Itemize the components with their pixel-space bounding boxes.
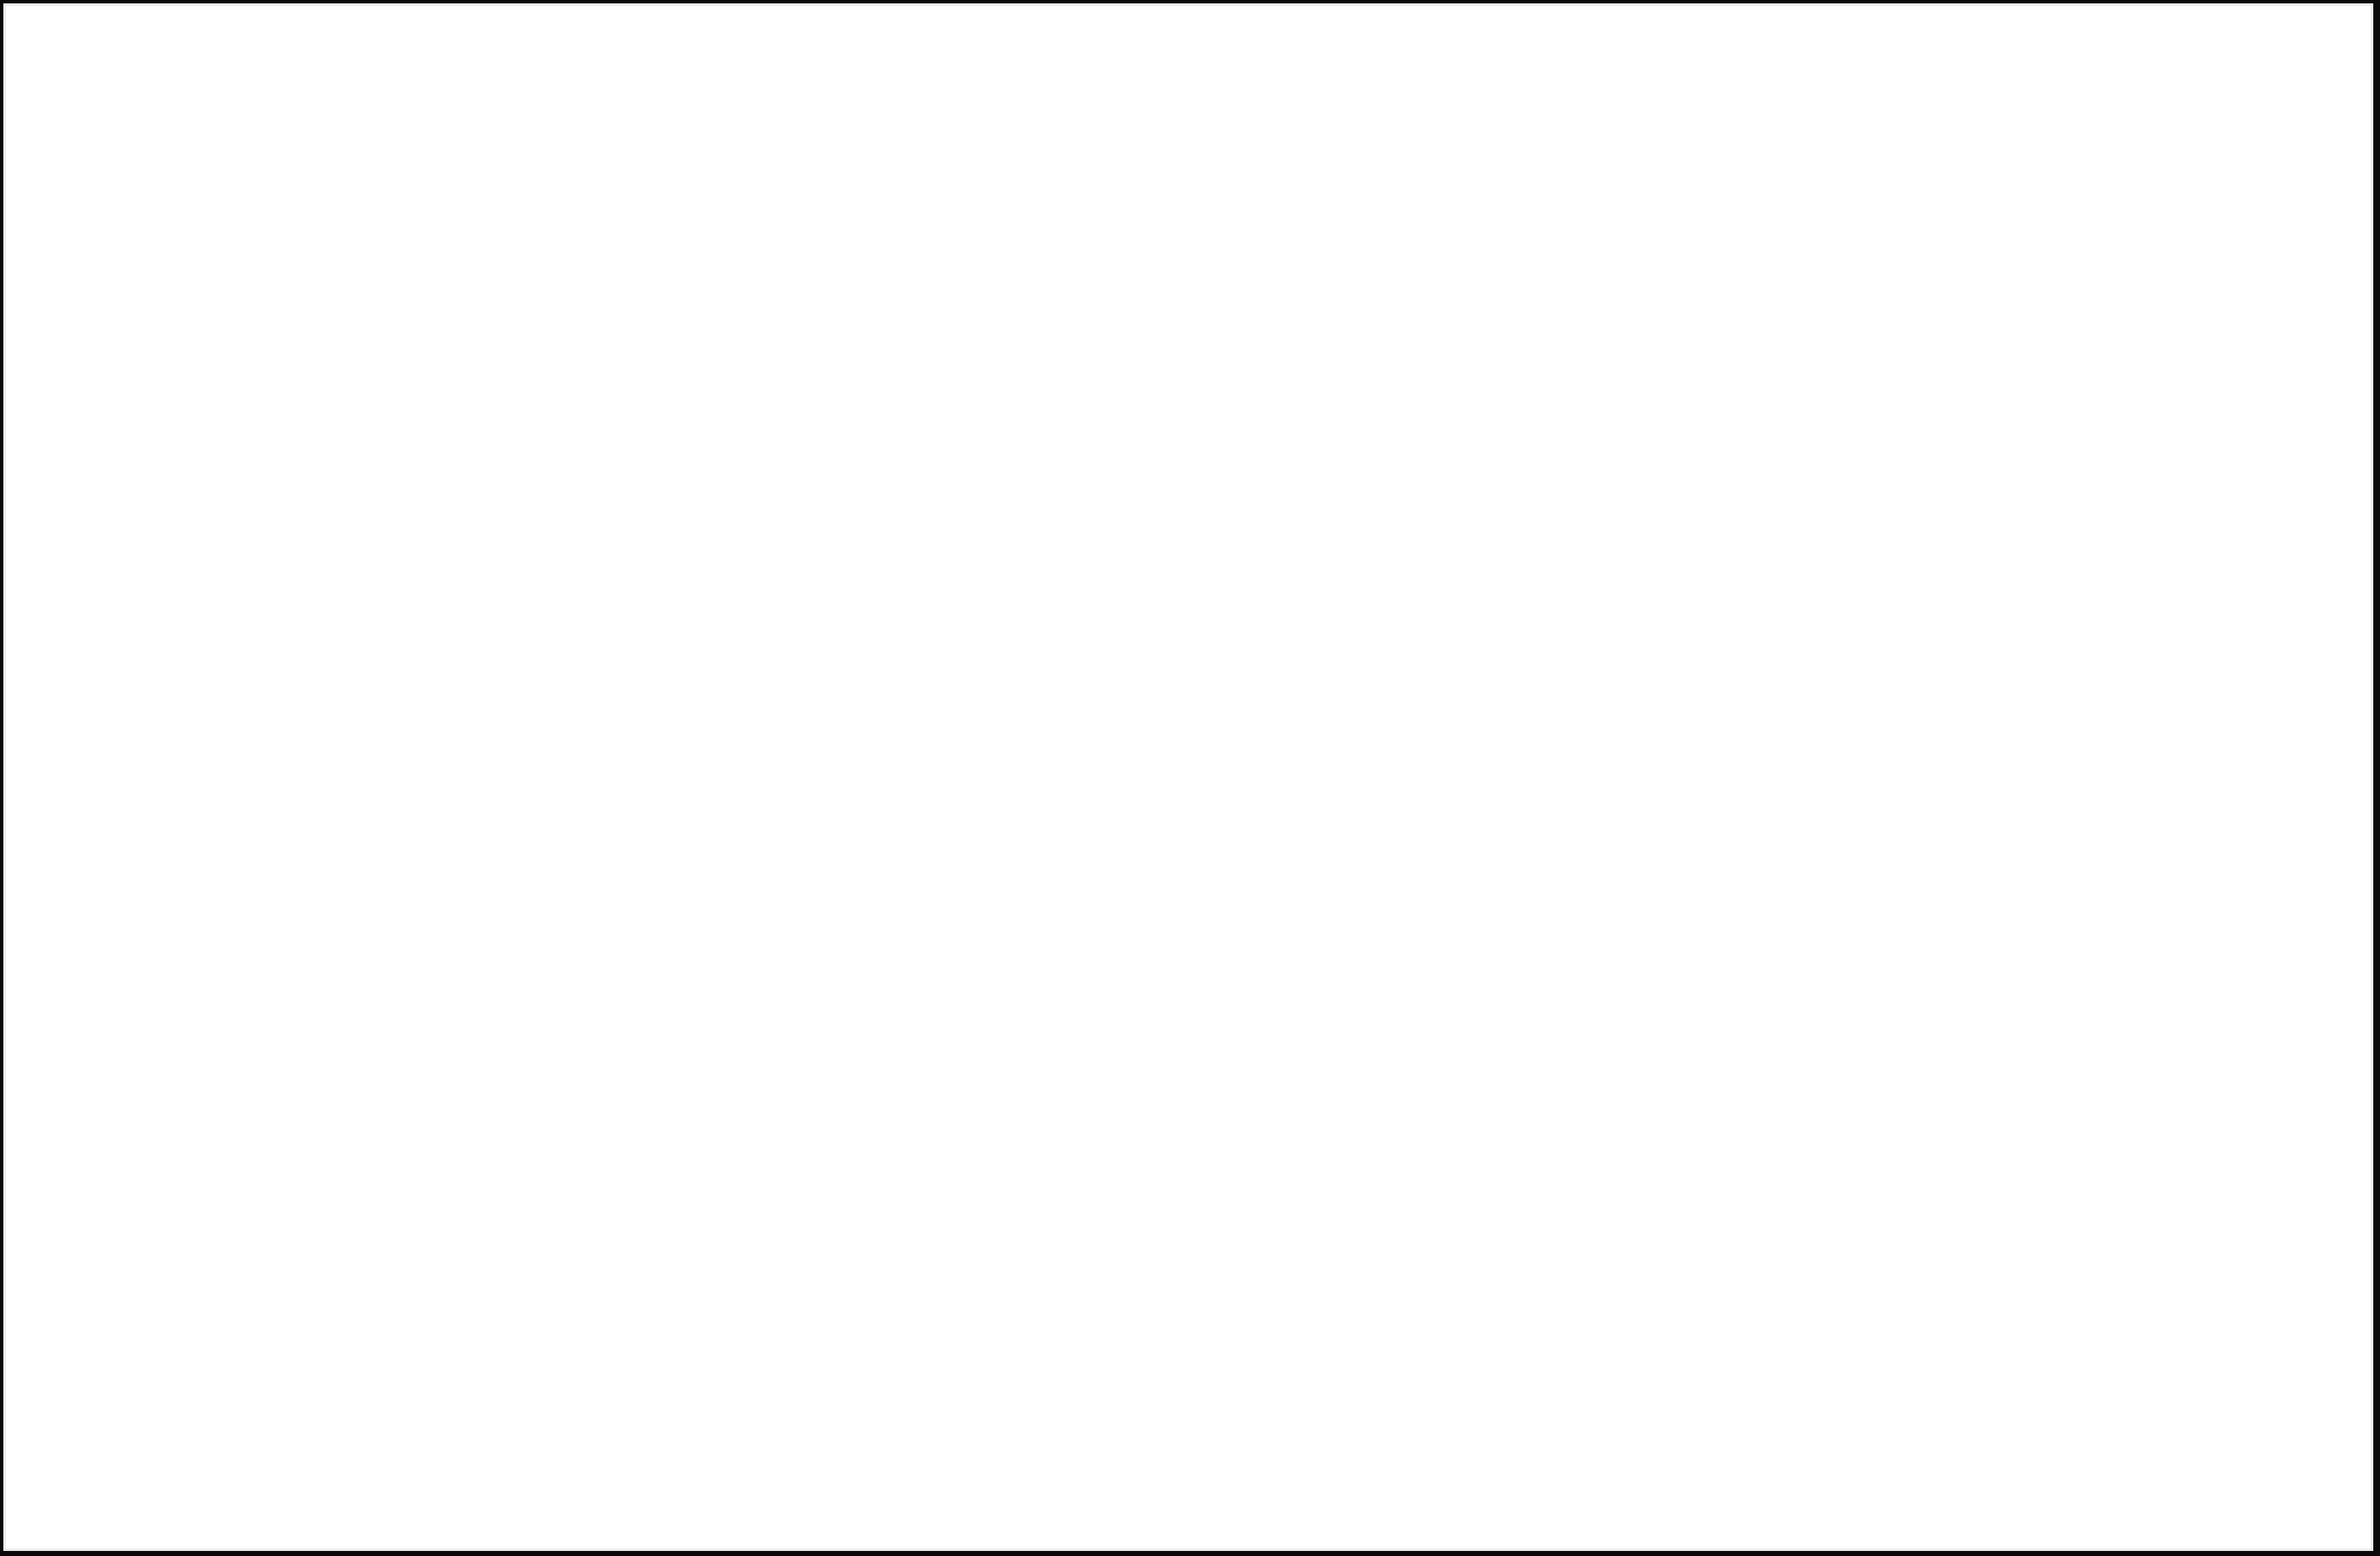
kde-plot [3,3,2373,1551]
